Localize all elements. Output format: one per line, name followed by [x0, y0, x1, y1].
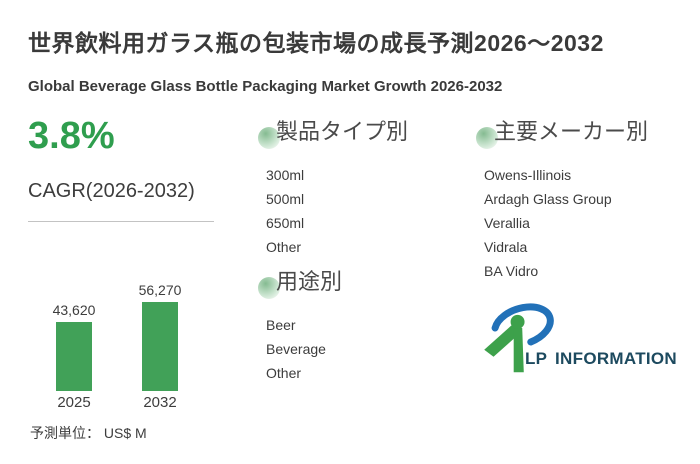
cagr-label: CAGR(2026-2032) [28, 180, 195, 202]
lp-information-logo-icon [484, 303, 554, 373]
growth-bar-chart: 43,620 2025 56,270 2032 [28, 222, 228, 411]
list-item: BA Vidro [484, 263, 539, 279]
manufacturers-panel: 主要メーカー別 Owens-Illinois Ardagh Glass Group… [476, 118, 700, 377]
bar-value-label: 43,620 [52, 302, 96, 318]
heading-bullet-circle-icon [258, 277, 280, 299]
manufacturers-heading: 主要メーカー別 [476, 118, 700, 149]
list-item: Beer [266, 317, 296, 333]
list-item: Ardagh Glass Group [484, 191, 612, 207]
list-item: Other [266, 365, 302, 381]
bar [56, 322, 92, 391]
manufacturers-list: Owens-Illinois Ardagh Glass Group Verallia… [476, 163, 700, 283]
application-heading: 用途別 [258, 268, 473, 299]
application-list: Beer Beverage Other [258, 313, 473, 385]
list-item: Other [266, 239, 302, 255]
logo-text: LP INFORMATION [525, 349, 678, 368]
heading-label: 用途別 [276, 269, 343, 294]
bar-group: 56,270 2032 [124, 282, 196, 411]
list-item: 500ml [266, 191, 305, 207]
report-header: 世界飲料用ガラス瓶の包装市場の成長予測2026～2032 Global Beve… [28, 29, 678, 95]
divider [28, 221, 214, 222]
list-item: Vidrala [484, 239, 528, 255]
heading-label: 製品タイプ別 [276, 119, 409, 144]
bar-category-label: 2032 [143, 394, 177, 411]
heading-bullet-circle-icon [476, 127, 498, 149]
page-subtitle: Global Beverage Glass Bottle Packaging M… [28, 78, 503, 95]
bar-category-label: 2025 [57, 394, 91, 411]
lp-information-logo: LP INFORMATION [476, 297, 696, 377]
bar-group: 43,620 2025 [38, 302, 110, 411]
list-item: 650ml [266, 215, 305, 231]
bar-value-label: 56,270 [138, 282, 182, 298]
list-item: 300ml [266, 167, 305, 183]
page-title: 世界飲料用ガラス瓶の包装市場の成長予測2026～2032 [28, 30, 604, 56]
segments-panel: 製品タイプ別 300ml 500ml 650ml Other 用途別 Beer Beve… [258, 118, 473, 385]
heading-bullet-circle-icon [258, 127, 280, 149]
product-type-heading: 製品タイプ別 [258, 118, 473, 149]
unit-note: 予測単位： US$ M [30, 425, 147, 441]
market-summary-panel: 3.8% CAGR(2026-2032) 43,620 2025 56,270 203… [28, 116, 228, 443]
product-type-list: 300ml 500ml 650ml Other [258, 163, 473, 259]
list-item: Verallia [484, 215, 530, 231]
cagr-value: 3.8% [28, 115, 115, 157]
list-item: Beverage [266, 341, 326, 357]
heading-label: 主要メーカー別 [494, 119, 649, 144]
bar [142, 302, 178, 391]
list-item: Owens-Illinois [484, 167, 572, 183]
